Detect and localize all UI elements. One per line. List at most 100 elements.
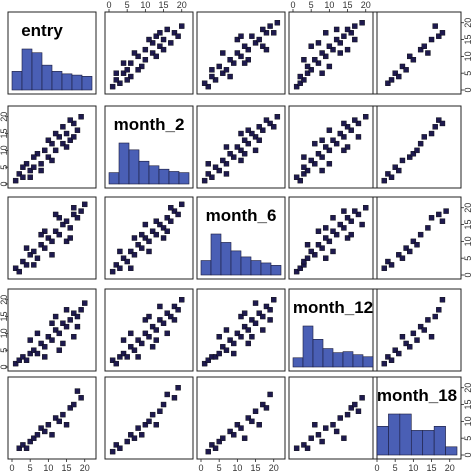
- scatter-point: [216, 63, 222, 70]
- scatter-point: [34, 432, 41, 438]
- scatter-point: [135, 242, 141, 248]
- scatter-point: [128, 432, 134, 438]
- scatter-point: [256, 137, 262, 143]
- scatter-point: [304, 445, 311, 451]
- scatter-point: [348, 127, 354, 133]
- scatter-point: [142, 57, 149, 63]
- scatter-point: [428, 334, 435, 340]
- scatter-point: [319, 154, 325, 160]
- scatter-point: [149, 323, 156, 330]
- tick-label: 10: [463, 416, 473, 426]
- histogram-bar: [362, 356, 374, 368]
- histogram-bar: [108, 172, 120, 185]
- tick-label: 0: [0, 364, 9, 369]
- scatter-point: [323, 53, 329, 60]
- panel-frame: [104, 376, 194, 460]
- tick-label: 5: [463, 436, 473, 441]
- scatter-point: [139, 231, 145, 238]
- scatter-point: [216, 350, 222, 357]
- scatter-point: [12, 177, 19, 184]
- scatter-point: [60, 124, 66, 130]
- scatter-point: [71, 134, 77, 140]
- scatter-point: [52, 327, 59, 333]
- scatter-point: [249, 317, 255, 323]
- scatter-point: [74, 313, 81, 320]
- scatter-point: [31, 435, 37, 441]
- scatter-point: [417, 231, 424, 238]
- scatter-point: [45, 154, 52, 160]
- scatter-point: [23, 245, 30, 251]
- scatter-point: [20, 258, 26, 265]
- scatter-point: [333, 36, 340, 43]
- scatter-point: [171, 303, 178, 310]
- scatter-point: [168, 313, 174, 320]
- scatter-point: [234, 422, 241, 428]
- panel-frame: [288, 288, 378, 372]
- scatter-point: [27, 438, 33, 445]
- scatter-point: [223, 171, 230, 177]
- tick-label: 5: [463, 71, 473, 76]
- scatter-point: [67, 117, 73, 123]
- scatter-point: [344, 215, 351, 221]
- scatter-point: [135, 67, 141, 73]
- scatter-point: [333, 428, 340, 435]
- scatter-point: [227, 428, 233, 435]
- histogram-bar: [270, 265, 282, 276]
- scatter-point: [42, 147, 48, 154]
- scatter-point: [131, 50, 138, 56]
- scatter-point: [241, 151, 248, 157]
- scatter-point: [348, 218, 354, 224]
- scatter-point: [341, 33, 347, 39]
- scatter-point: [168, 218, 174, 224]
- scatter-point: [52, 130, 59, 137]
- histogram-bar: [21, 48, 33, 91]
- scatter-point: [245, 140, 251, 147]
- scatter-point: [260, 43, 266, 49]
- tick-label: 10: [408, 463, 418, 473]
- scatter-point: [23, 262, 30, 268]
- scatter-point: [245, 127, 251, 133]
- scatter-point: [49, 157, 55, 164]
- tick-label: 5: [0, 165, 9, 170]
- scatter-point: [160, 36, 167, 43]
- scatter-point: [67, 137, 73, 143]
- scatter-point: [139, 432, 145, 438]
- scatter-point: [333, 231, 340, 238]
- histogram-bar: [410, 430, 424, 456]
- scatter-point: [78, 208, 84, 214]
- scatter-point: [304, 63, 311, 70]
- tick-label: 20: [463, 383, 473, 393]
- tick-label: 5: [463, 256, 473, 261]
- scatter-point: [312, 140, 318, 147]
- scatter-point: [205, 83, 211, 90]
- scatter-point: [171, 395, 178, 401]
- scatter-point: [323, 425, 329, 431]
- scatter-point: [293, 83, 300, 90]
- scatter-point: [231, 350, 237, 357]
- scatter-point: [410, 238, 417, 245]
- scatter-point: [341, 225, 347, 231]
- scatter-point: [157, 221, 163, 228]
- scatter-point: [160, 225, 167, 231]
- scatter-point: [164, 228, 170, 234]
- scatter-point: [396, 73, 402, 80]
- scatter-point: [113, 70, 119, 76]
- tick-label: 0: [0, 181, 9, 186]
- scatter-point: [124, 354, 130, 360]
- scatter-point: [38, 425, 44, 431]
- scatter-point: [414, 147, 420, 154]
- scatter-point: [344, 46, 351, 53]
- scatter-point: [31, 262, 37, 268]
- scatter-point: [27, 337, 33, 343]
- scatter-point: [109, 357, 116, 363]
- scatter-point: [443, 208, 449, 214]
- scatter-point: [216, 167, 222, 174]
- tick-label: 15: [251, 463, 261, 473]
- scatter-point: [149, 50, 156, 56]
- scatter-point: [179, 23, 185, 29]
- scatter-point: [392, 70, 398, 76]
- scatter-point: [128, 60, 134, 66]
- scatter-point: [312, 422, 318, 428]
- scatter-point: [249, 334, 255, 340]
- scatter-point: [308, 435, 314, 441]
